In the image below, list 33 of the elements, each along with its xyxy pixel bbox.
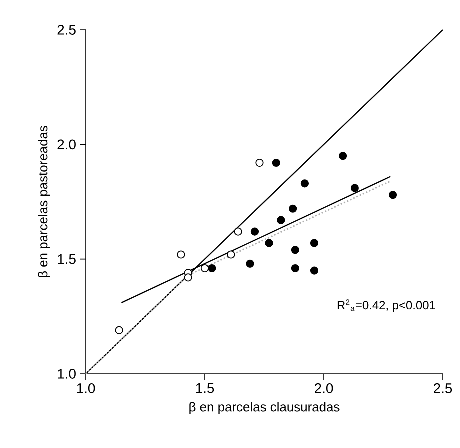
y-tick-label: 1.0: [58, 369, 76, 379]
point: [310, 266, 319, 275]
point: [208, 264, 216, 273]
x-tick-label: 1.0: [77, 384, 96, 394]
point: [300, 180, 310, 188]
point: [338, 152, 348, 160]
point: [184, 274, 192, 282]
point: [177, 250, 186, 259]
y-axis-title: β en parcelas pastoreadas: [38, 126, 50, 278]
y-tick-label: 2.0: [58, 140, 76, 150]
point: [289, 204, 298, 213]
point: [310, 239, 319, 248]
x-tick-label: 1.5: [196, 384, 214, 394]
point: [350, 184, 359, 192]
point: [291, 264, 300, 273]
point: [291, 246, 300, 254]
x-axis-title: β en parcelas clausuradas: [190, 402, 340, 414]
point: [250, 228, 260, 236]
x-tick-label: 2.0: [315, 384, 334, 394]
y-tick-label: 2.5: [58, 25, 76, 35]
x-tick-label: 2.5: [434, 384, 452, 394]
point: [388, 191, 398, 200]
point: [115, 326, 124, 334]
point: [227, 250, 236, 259]
point: [200, 264, 210, 273]
annotation: R$^{2}$$_{a}$=0.42, p<0.001: [338, 300, 436, 312]
point: [272, 158, 280, 168]
point: [234, 228, 242, 236]
y-tick-label: 1.5: [58, 254, 76, 264]
point: [277, 216, 286, 224]
point: [265, 239, 274, 248]
point: [256, 158, 264, 168]
point: [246, 260, 254, 268]
